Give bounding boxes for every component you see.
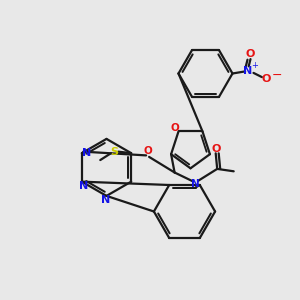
Text: O: O [246, 49, 255, 59]
Text: −: − [272, 69, 282, 82]
Text: O: O [212, 144, 221, 154]
Text: N: N [244, 66, 253, 76]
Text: +: + [251, 61, 258, 70]
Text: O: O [143, 146, 152, 156]
Text: N: N [79, 181, 88, 191]
Text: O: O [170, 123, 179, 134]
Text: O: O [261, 74, 271, 85]
Text: N: N [101, 195, 110, 206]
Text: N: N [82, 148, 91, 158]
Text: S: S [111, 147, 119, 157]
Text: N: N [191, 179, 200, 189]
